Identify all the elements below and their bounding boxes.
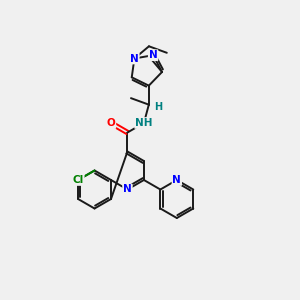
Text: N: N xyxy=(130,53,139,64)
Text: NH: NH xyxy=(135,118,153,128)
Text: H: H xyxy=(154,102,162,112)
Text: N: N xyxy=(123,184,132,194)
Text: N: N xyxy=(149,50,158,60)
Text: Cl: Cl xyxy=(73,175,84,185)
Text: N: N xyxy=(172,175,181,185)
Text: O: O xyxy=(106,118,116,128)
